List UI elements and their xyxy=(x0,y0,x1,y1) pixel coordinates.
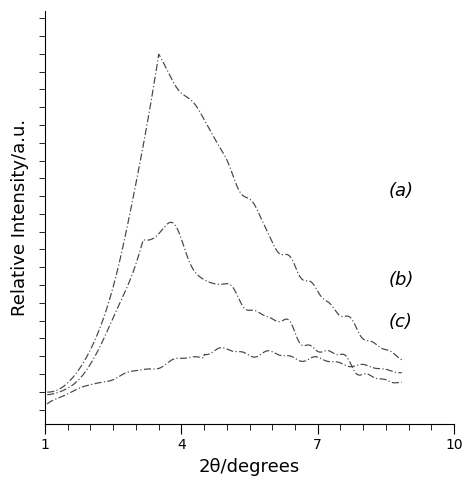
Text: (b): (b) xyxy=(388,271,413,289)
Text: (a): (a) xyxy=(388,182,413,200)
Text: (c): (c) xyxy=(388,313,412,331)
Y-axis label: Relative Intensity/a.u.: Relative Intensity/a.u. xyxy=(11,119,29,316)
X-axis label: 2θ/degrees: 2θ/degrees xyxy=(199,458,300,476)
